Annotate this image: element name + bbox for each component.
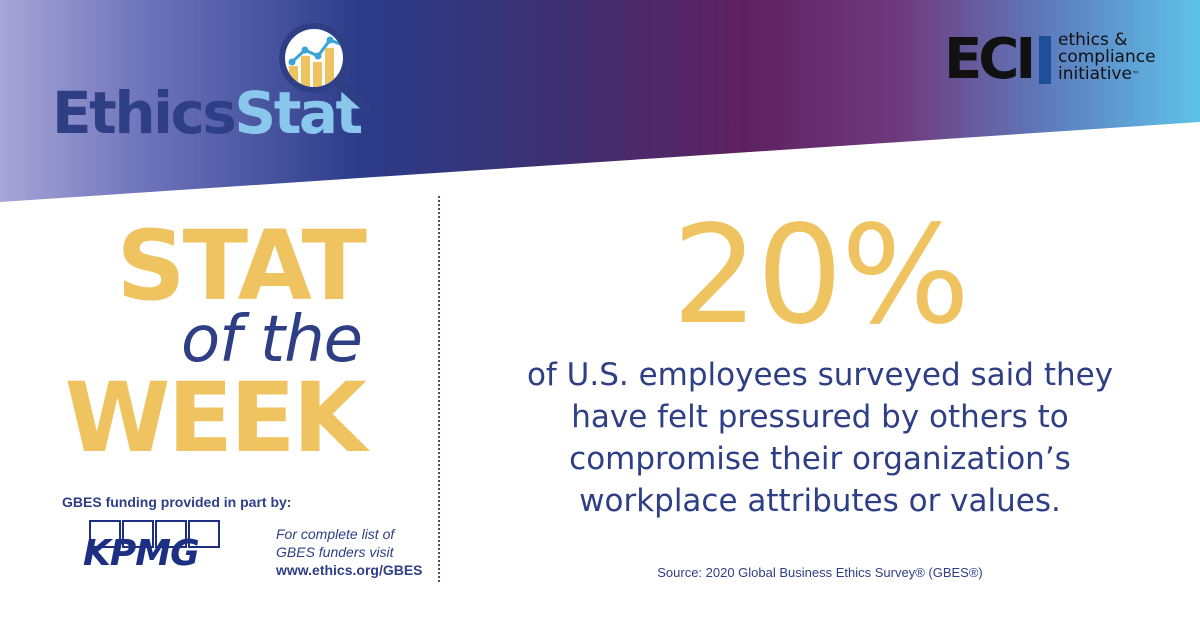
eci-wordmark: ethics & compliance initiative™ xyxy=(1058,32,1156,83)
headline-stat: STAT xyxy=(116,210,367,322)
source-citation: Source: 2020 Global Business Ethics Surv… xyxy=(657,565,983,580)
funders-note-line-1: For complete list of xyxy=(276,526,395,542)
stat-description-line-4: workplace attributes or values. xyxy=(579,483,1061,519)
eci-mark: ECI xyxy=(944,27,1036,92)
kpmg-logo-boxes xyxy=(89,520,220,548)
funders-url[interactable]: www.ethics.org/GBES xyxy=(276,562,423,578)
funding-label: GBES funding provided in part by: xyxy=(62,494,292,510)
headline-week: WEEK xyxy=(64,362,367,474)
dotted-divider xyxy=(438,196,440,582)
funders-note: For complete list of GBES funders visit … xyxy=(276,525,423,579)
eci-accent-bar xyxy=(1039,36,1051,84)
ethicsstat-logo: EthicsStat xyxy=(52,84,363,142)
brand-ethics: Ethics xyxy=(52,79,237,147)
headline-of-the: of the xyxy=(180,303,363,377)
stat-description-line-1: of U.S. employees surveyed said they xyxy=(526,357,1114,393)
kpmg-logo-wordmark: KPMG xyxy=(83,533,200,574)
eci-logo: ECI ethics & compliance initiative™ xyxy=(944,32,1174,88)
stat-description-line-2: have felt pressured by others to xyxy=(571,399,1069,435)
stat-description: of U.S. employees surveyed said they hav… xyxy=(440,354,1200,522)
eci-trademark: ™ xyxy=(1131,70,1140,79)
eci-line-2: compliance xyxy=(1058,47,1156,67)
eci-line-1: ethics & xyxy=(1058,30,1128,50)
funders-note-line-2: GBES funders visit xyxy=(276,544,394,560)
brand-stat: Stat xyxy=(234,79,363,147)
eci-line-3: initiative xyxy=(1058,64,1132,84)
stat-value: 20% xyxy=(671,197,970,355)
stat-description-line-3: compromise their organization’s xyxy=(569,441,1071,477)
magnifying-glass-chart-icon xyxy=(279,23,372,113)
